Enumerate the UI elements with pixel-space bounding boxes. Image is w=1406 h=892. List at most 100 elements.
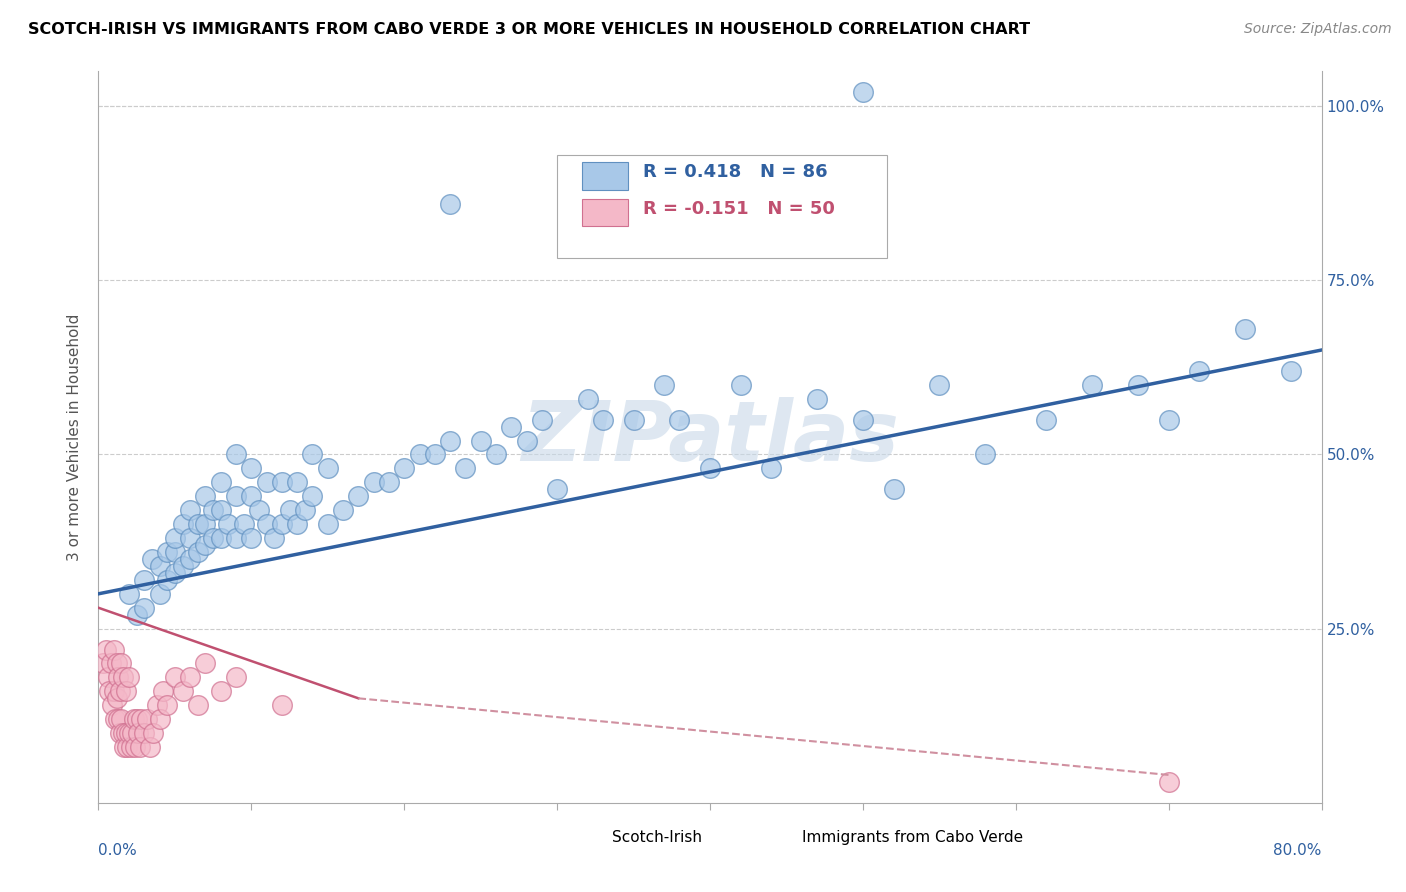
Point bbox=[225, 670, 247, 684]
Point bbox=[1279, 364, 1302, 378]
Point bbox=[423, 448, 446, 462]
FancyBboxPatch shape bbox=[752, 825, 790, 850]
Point bbox=[118, 670, 141, 684]
Point bbox=[316, 517, 339, 532]
Point bbox=[225, 448, 247, 462]
Point bbox=[1157, 775, 1180, 789]
Point bbox=[240, 461, 263, 475]
Point bbox=[209, 684, 232, 698]
Point bbox=[209, 475, 232, 490]
Text: Immigrants from Cabo Verde: Immigrants from Cabo Verde bbox=[801, 830, 1024, 845]
Point bbox=[156, 698, 179, 713]
Point bbox=[156, 573, 179, 587]
Point bbox=[107, 670, 129, 684]
Point bbox=[103, 684, 125, 698]
Point bbox=[110, 712, 132, 726]
Point bbox=[134, 600, 156, 615]
Point bbox=[278, 503, 301, 517]
Point bbox=[256, 517, 278, 532]
Point bbox=[163, 566, 186, 580]
Point bbox=[256, 475, 278, 490]
Point bbox=[136, 712, 159, 726]
Point bbox=[270, 475, 292, 490]
Point bbox=[107, 712, 129, 726]
Text: SCOTCH-IRISH VS IMMIGRANTS FROM CABO VERDE 3 OR MORE VEHICLES IN HOUSEHOLD CORRE: SCOTCH-IRISH VS IMMIGRANTS FROM CABO VER… bbox=[28, 22, 1031, 37]
Point bbox=[263, 531, 285, 545]
Point bbox=[100, 657, 122, 671]
Point bbox=[232, 517, 254, 532]
Point bbox=[202, 503, 225, 517]
Point bbox=[301, 489, 323, 503]
Point bbox=[332, 503, 354, 517]
Point bbox=[285, 517, 308, 532]
Point bbox=[699, 461, 721, 475]
Point bbox=[129, 712, 152, 726]
Point bbox=[759, 461, 782, 475]
Point bbox=[454, 461, 477, 475]
Point bbox=[1234, 322, 1257, 336]
Point bbox=[128, 740, 150, 755]
Point bbox=[108, 684, 131, 698]
Point bbox=[156, 545, 179, 559]
Point bbox=[97, 670, 120, 684]
Point bbox=[111, 670, 134, 684]
Point bbox=[225, 531, 247, 545]
Point bbox=[118, 587, 141, 601]
Point bbox=[240, 489, 263, 503]
Point bbox=[152, 684, 174, 698]
FancyBboxPatch shape bbox=[582, 199, 628, 227]
Point bbox=[194, 517, 217, 532]
Point bbox=[501, 419, 523, 434]
Y-axis label: 3 or more Vehicles in Household: 3 or more Vehicles in Household bbox=[67, 313, 83, 561]
Point bbox=[141, 552, 163, 566]
Point bbox=[125, 712, 148, 726]
Point bbox=[270, 517, 292, 532]
Point bbox=[225, 489, 247, 503]
Point bbox=[101, 698, 124, 713]
Point bbox=[294, 503, 316, 517]
Point bbox=[125, 607, 148, 622]
Text: ZIPatlas: ZIPatlas bbox=[522, 397, 898, 477]
Point bbox=[149, 558, 172, 573]
Point bbox=[852, 412, 875, 426]
Point bbox=[163, 531, 186, 545]
Point bbox=[115, 684, 138, 698]
Point bbox=[149, 712, 172, 726]
Point bbox=[163, 545, 186, 559]
FancyBboxPatch shape bbox=[564, 825, 600, 850]
Point bbox=[112, 740, 135, 755]
Point bbox=[104, 712, 127, 726]
Point bbox=[240, 531, 263, 545]
Point bbox=[247, 503, 270, 517]
Point bbox=[592, 412, 614, 426]
Point bbox=[623, 412, 645, 426]
Point bbox=[163, 670, 186, 684]
Point bbox=[1188, 364, 1211, 378]
Point bbox=[194, 657, 217, 671]
Point bbox=[883, 483, 905, 497]
Point bbox=[470, 434, 492, 448]
Point bbox=[105, 691, 128, 706]
Point bbox=[378, 475, 401, 490]
Point bbox=[110, 657, 132, 671]
Point bbox=[652, 377, 675, 392]
Point bbox=[516, 434, 538, 448]
FancyBboxPatch shape bbox=[582, 162, 628, 190]
Point bbox=[301, 448, 323, 462]
Point bbox=[124, 740, 146, 755]
Point bbox=[111, 726, 134, 740]
Point bbox=[142, 726, 165, 740]
Text: R = 0.418   N = 86: R = 0.418 N = 86 bbox=[643, 163, 827, 181]
Point bbox=[439, 434, 461, 448]
Point bbox=[1035, 412, 1057, 426]
Point bbox=[806, 392, 828, 406]
Point bbox=[363, 475, 385, 490]
Text: R = -0.151   N = 50: R = -0.151 N = 50 bbox=[643, 200, 835, 218]
Point bbox=[1157, 412, 1180, 426]
Point bbox=[730, 377, 752, 392]
Text: Source: ZipAtlas.com: Source: ZipAtlas.com bbox=[1244, 22, 1392, 37]
Point bbox=[576, 392, 599, 406]
Point bbox=[145, 698, 167, 713]
Point bbox=[134, 726, 156, 740]
Point bbox=[105, 657, 128, 671]
